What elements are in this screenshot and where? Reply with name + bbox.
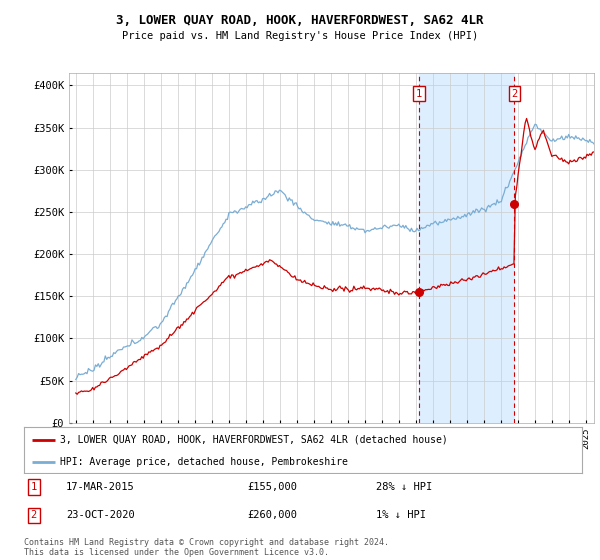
Text: Price paid vs. HM Land Registry's House Price Index (HPI): Price paid vs. HM Land Registry's House … <box>122 31 478 41</box>
Text: 23-OCT-2020: 23-OCT-2020 <box>66 511 134 520</box>
Bar <box>419 73 514 423</box>
Text: 1% ↓ HPI: 1% ↓ HPI <box>376 511 425 520</box>
Text: 2: 2 <box>31 511 37 520</box>
Text: £260,000: £260,000 <box>247 511 297 520</box>
Text: Contains HM Land Registry data © Crown copyright and database right 2024.
This d: Contains HM Land Registry data © Crown c… <box>24 538 389 557</box>
Text: 17-MAR-2015: 17-MAR-2015 <box>66 482 134 492</box>
Text: 1: 1 <box>416 89 422 99</box>
Text: HPI: Average price, detached house, Pembrokeshire: HPI: Average price, detached house, Pemb… <box>60 457 348 466</box>
Text: 1: 1 <box>31 482 37 492</box>
Text: 28% ↓ HPI: 28% ↓ HPI <box>376 482 432 492</box>
Text: 2: 2 <box>511 89 517 99</box>
Text: 3, LOWER QUAY ROAD, HOOK, HAVERFORDWEST, SA62 4LR (detached house): 3, LOWER QUAY ROAD, HOOK, HAVERFORDWEST,… <box>60 435 448 445</box>
Text: £155,000: £155,000 <box>247 482 297 492</box>
Text: 3, LOWER QUAY ROAD, HOOK, HAVERFORDWEST, SA62 4LR: 3, LOWER QUAY ROAD, HOOK, HAVERFORDWEST,… <box>116 14 484 27</box>
